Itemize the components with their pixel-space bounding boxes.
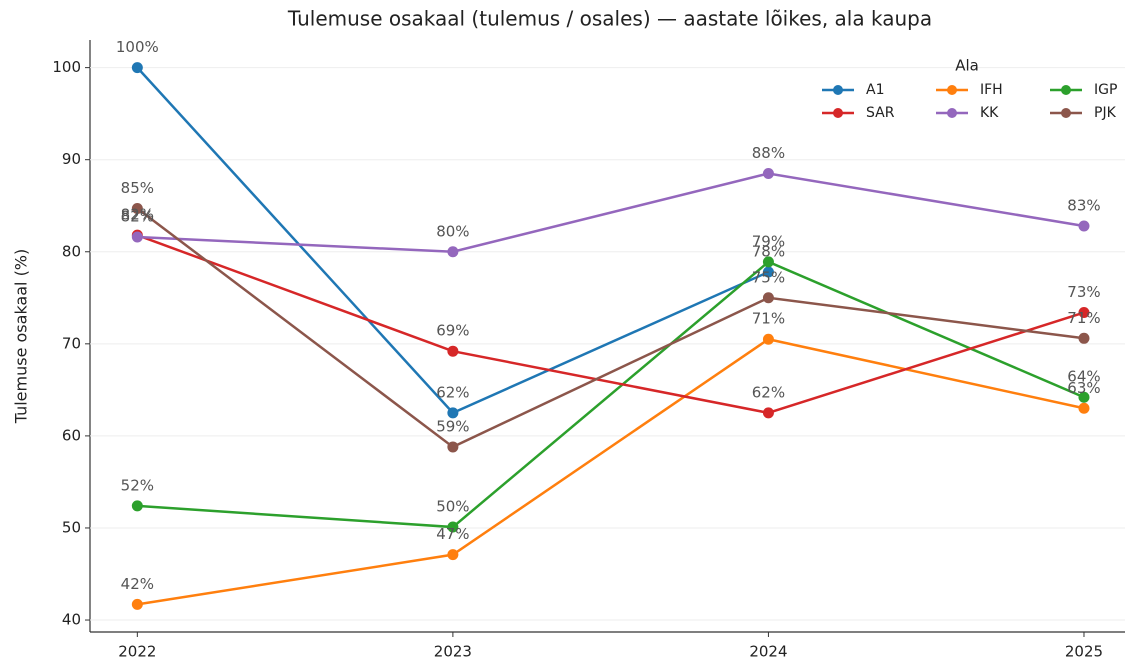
data-point bbox=[447, 246, 459, 258]
data-label: 71% bbox=[752, 310, 785, 328]
chart-title: Tulemuse osakaal (tulemus / osales) — aa… bbox=[287, 7, 932, 31]
data-point bbox=[762, 266, 774, 278]
data-point bbox=[1078, 402, 1090, 414]
y-tick-label: 60 bbox=[62, 426, 81, 444]
x-tick-label: 2025 bbox=[1065, 643, 1103, 661]
y-axis-label: Tulemuse osakaal (%) bbox=[12, 249, 31, 425]
data-point bbox=[447, 407, 459, 419]
legend-label: A1 bbox=[866, 82, 884, 98]
legend-label: KK bbox=[980, 105, 999, 121]
data-point bbox=[131, 202, 143, 214]
data-label: 69% bbox=[436, 322, 469, 340]
data-point bbox=[131, 598, 143, 610]
legend-label: SAR bbox=[866, 105, 895, 121]
y-tick-label: 70 bbox=[62, 334, 81, 352]
data-label: 82% bbox=[121, 206, 154, 224]
data-point bbox=[762, 333, 774, 345]
series-line bbox=[137, 172, 1085, 254]
series-line bbox=[137, 337, 1085, 606]
legend-marker bbox=[947, 85, 957, 95]
data-label: 73% bbox=[1067, 283, 1100, 301]
x-tick-label: 2024 bbox=[749, 643, 787, 661]
data-point bbox=[131, 500, 143, 512]
data-label: 62% bbox=[752, 383, 785, 401]
series-line bbox=[137, 260, 1085, 529]
data-label: 88% bbox=[752, 144, 785, 162]
data-point bbox=[762, 292, 774, 304]
x-tick-label: 2023 bbox=[434, 643, 472, 661]
data-point bbox=[1078, 220, 1090, 232]
data-label: 75% bbox=[752, 268, 785, 286]
data-point bbox=[131, 231, 143, 243]
data-label: 78% bbox=[752, 243, 785, 261]
data-point bbox=[1078, 307, 1090, 319]
data-label: 52% bbox=[121, 476, 154, 494]
data-label: 64% bbox=[1067, 368, 1100, 386]
data-point bbox=[1078, 391, 1090, 403]
legend-marker bbox=[1061, 85, 1071, 95]
y-tick-label: 40 bbox=[62, 611, 81, 629]
x-tick-label: 2022 bbox=[118, 643, 156, 661]
data-label: 50% bbox=[436, 498, 469, 516]
series-line bbox=[136, 234, 1085, 415]
data-label: 42% bbox=[121, 575, 154, 593]
data-label: 82% bbox=[121, 208, 154, 226]
y-tick-label: 80 bbox=[62, 242, 81, 260]
data-point bbox=[447, 521, 459, 533]
data-point bbox=[762, 407, 774, 419]
data-point bbox=[762, 256, 774, 268]
legend-label: PJK bbox=[1094, 105, 1117, 121]
data-label: 59% bbox=[436, 417, 469, 435]
legend-marker bbox=[1061, 108, 1071, 118]
data-point bbox=[762, 167, 774, 179]
data-point bbox=[131, 62, 143, 74]
legend-marker bbox=[833, 108, 843, 118]
data-point bbox=[447, 345, 459, 357]
series-line bbox=[136, 207, 1085, 449]
data-label: 100% bbox=[116, 38, 159, 56]
data-label: 80% bbox=[436, 222, 469, 240]
legend-marker bbox=[947, 108, 957, 118]
data-label: 71% bbox=[1067, 309, 1100, 327]
legend-label: IFH bbox=[980, 82, 1003, 98]
data-point bbox=[1078, 332, 1090, 344]
data-label: 83% bbox=[1067, 196, 1100, 214]
data-point bbox=[447, 441, 459, 453]
data-label: 85% bbox=[121, 179, 154, 197]
data-label: 62% bbox=[436, 383, 469, 401]
y-tick-label: 50 bbox=[62, 518, 81, 536]
legend-title: Ala bbox=[955, 57, 979, 75]
data-label: 79% bbox=[752, 232, 785, 250]
y-tick-label: 100 bbox=[52, 58, 81, 76]
data-label: 63% bbox=[1067, 379, 1100, 397]
data-point bbox=[447, 549, 459, 561]
data-label: 47% bbox=[436, 525, 469, 543]
legend-marker bbox=[833, 85, 843, 95]
y-tick-label: 90 bbox=[62, 150, 81, 168]
legend-label: IGP bbox=[1094, 82, 1117, 98]
